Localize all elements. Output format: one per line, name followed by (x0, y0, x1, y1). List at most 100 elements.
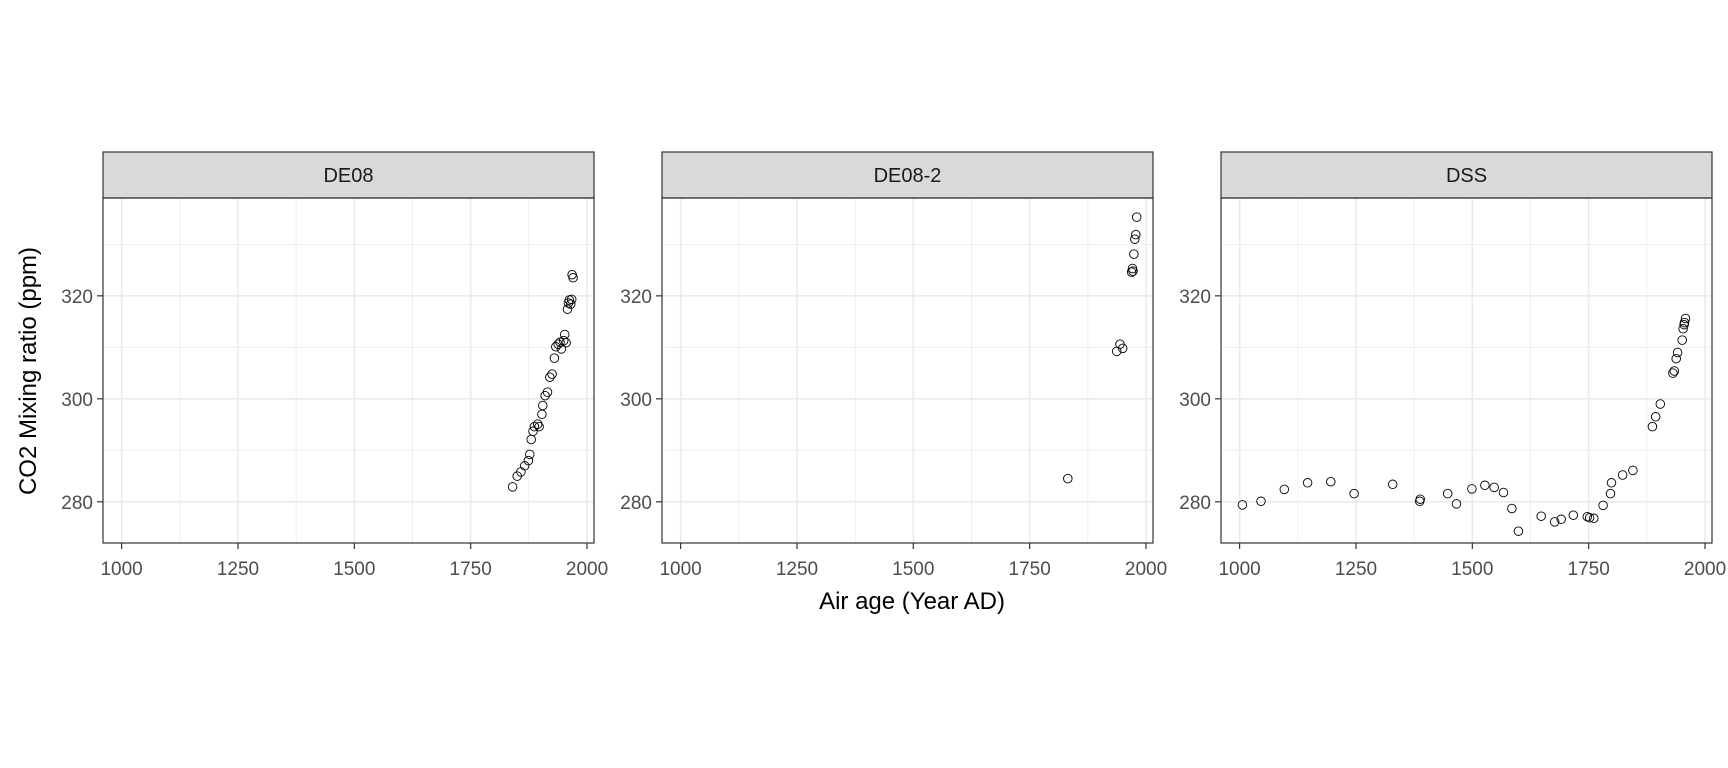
data-point (1606, 478, 1617, 488)
x-tick-label: 1250 (217, 559, 259, 580)
data-point (558, 335, 569, 346)
data-point (545, 372, 555, 382)
data-point (542, 387, 553, 397)
facet-strip-label: DE08-2 (874, 165, 942, 187)
data-point (1677, 335, 1687, 345)
data-point (529, 421, 540, 432)
x-tick-label: 2000 (1125, 559, 1167, 580)
data-point (1568, 510, 1579, 520)
y-tick-label: 280 (620, 493, 652, 514)
x-tick-label: 1250 (1335, 559, 1377, 580)
x-tick-label: 1500 (892, 559, 934, 580)
x-tick-label: 1500 (1451, 559, 1493, 580)
x-tick-label: 2000 (566, 559, 608, 580)
data-point (1480, 480, 1490, 491)
data-point (1442, 488, 1453, 499)
data-point (1589, 513, 1599, 524)
data-point (1326, 476, 1336, 487)
data-point (1489, 482, 1499, 493)
data-point (1678, 324, 1688, 334)
data-point (523, 455, 534, 466)
data-point (1605, 488, 1616, 499)
x-tick-label: 1500 (333, 559, 375, 580)
x-tick-label: 1750 (450, 559, 492, 580)
data-point (1582, 511, 1593, 522)
panel-background (103, 198, 594, 543)
panel-border (661, 197, 1154, 544)
data-point (1131, 212, 1142, 222)
data-point (1650, 412, 1661, 422)
y-tick-label: 300 (61, 390, 93, 411)
panel-background (662, 198, 1153, 543)
y-axis-title: CO2 Mixing ratio (ppm) (15, 247, 42, 495)
data-point (1672, 347, 1683, 358)
data-point (547, 369, 557, 379)
data-point (1598, 500, 1608, 511)
data-point (1279, 484, 1290, 495)
data-point (1415, 494, 1425, 504)
facet-strip (102, 151, 595, 199)
data-point (1237, 500, 1248, 510)
y-tick-label: 300 (1179, 390, 1211, 411)
data-point (525, 449, 535, 460)
data-point (528, 426, 538, 437)
y-tick-label: 320 (61, 287, 93, 308)
x-tick-label: 1750 (1568, 559, 1610, 580)
data-point (532, 419, 543, 429)
panels: DE08 1000 1250 1500 1750 2000 280 300 320 DE08-2 1… (61, 151, 1726, 580)
data-point (1467, 484, 1477, 494)
panel-border (1220, 197, 1713, 544)
panel-de08: DE08 1000 1250 1500 1750 2000 280 300 320 (61, 151, 608, 580)
y-tick-label: 320 (1179, 287, 1211, 308)
data-point (1498, 487, 1509, 498)
data-point (1129, 249, 1139, 259)
data-point (1556, 514, 1566, 525)
data-point (565, 299, 576, 309)
data-point (1668, 368, 1678, 378)
facet-strip (661, 151, 1154, 199)
panel-de08-2: DE08-2 1000 1250 1500 1750 2000 280 300 320 (620, 151, 1167, 580)
data-point (1655, 399, 1666, 409)
panel-dss: DSS 1000 1250 1500 1750 2000 280 300 320 (1179, 151, 1726, 580)
data-point (1451, 499, 1462, 509)
data-point (1617, 470, 1628, 480)
facet-strip-label: DSS (1446, 165, 1487, 187)
data-point (1117, 343, 1128, 354)
x-tick-label: 1000 (100, 559, 142, 580)
data-point (562, 304, 573, 314)
data-point (553, 339, 563, 349)
x-tick-label: 1000 (659, 559, 701, 580)
data-point (1549, 517, 1560, 527)
data-point (561, 337, 571, 348)
x-tick-label: 1750 (1009, 559, 1051, 580)
panel-background (1221, 198, 1712, 543)
data-point (1669, 366, 1680, 376)
x-tick-label: 1000 (1218, 559, 1260, 580)
data-point (1680, 313, 1691, 324)
panel-border (102, 197, 595, 544)
data-point (1584, 513, 1595, 523)
x-tick-label: 2000 (1684, 559, 1726, 580)
data-point (1128, 266, 1138, 276)
data-point (538, 400, 548, 411)
data-point (549, 353, 560, 363)
data-point (1130, 234, 1140, 244)
data-point (1387, 479, 1398, 490)
y-tick-label: 280 (61, 493, 93, 514)
data-point (1628, 465, 1638, 476)
data-point (519, 461, 530, 471)
data-point (1302, 478, 1313, 488)
data-point (566, 294, 577, 305)
data-point (1126, 267, 1137, 277)
y-tick-label: 280 (1179, 493, 1211, 514)
data-point (507, 482, 518, 492)
y-tick-label: 300 (620, 390, 652, 411)
facet-strip-label: DE08 (323, 165, 373, 187)
data-point (568, 273, 578, 283)
data-point (1513, 526, 1524, 536)
x-axis-title: Air age (Year AD) (819, 588, 1005, 615)
data-point (1671, 353, 1681, 364)
data-point (1507, 503, 1517, 514)
x-tick-label: 1250 (776, 559, 818, 580)
data-point (1063, 473, 1073, 484)
